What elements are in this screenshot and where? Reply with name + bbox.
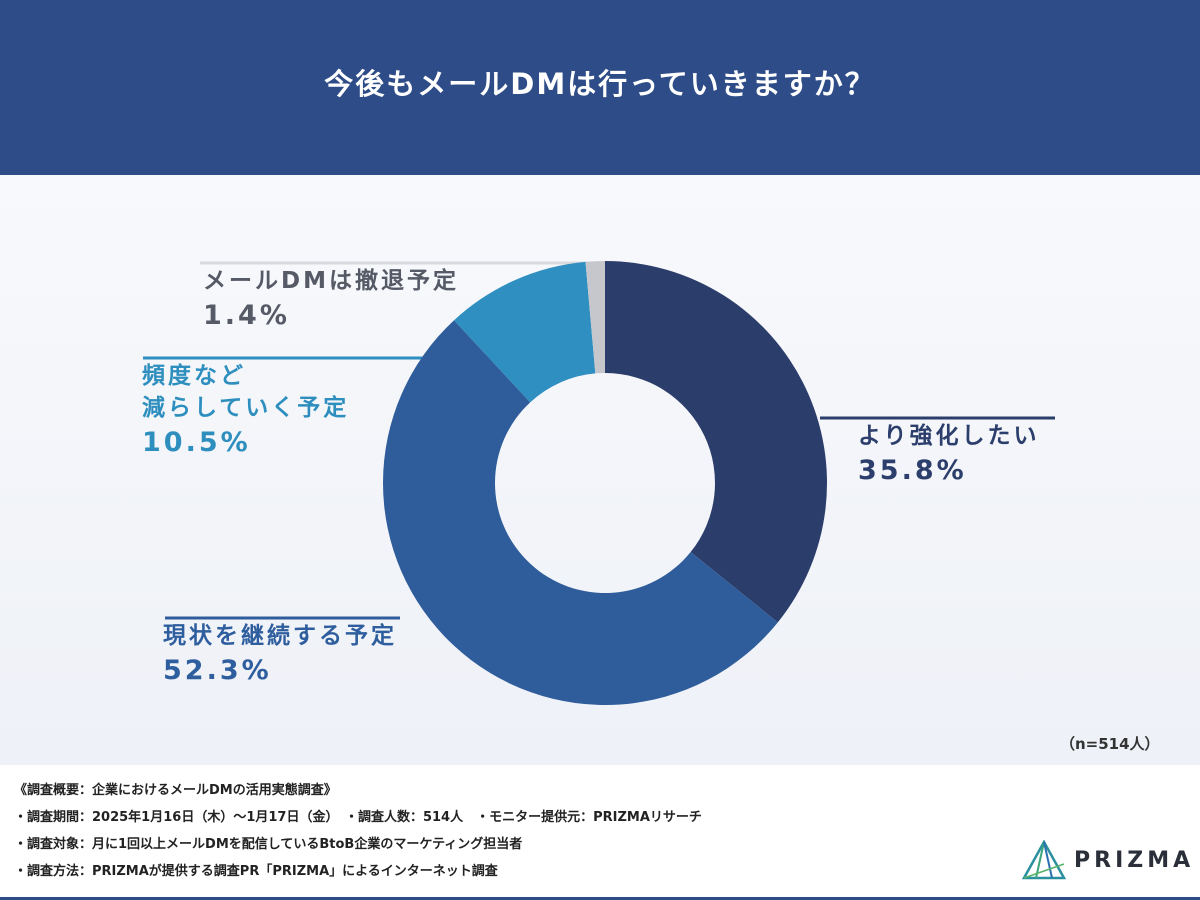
label-withdraw-name: メールDMは撤退予定 xyxy=(203,268,459,294)
label-reduce-name-line2: 減らしていく予定 xyxy=(142,395,350,422)
label-strengthen: より強化したい 35.8% xyxy=(858,420,1040,490)
label-continue-name: 現状を継続する予定 xyxy=(163,623,397,649)
logo-text: PRIZMA xyxy=(1074,847,1195,873)
footer-line-method: ・調査方法：PRIZMAが提供する調査PR「PRIZMA」によるインターネット調… xyxy=(14,864,498,879)
sample-size-note: （n=514人） xyxy=(1060,735,1160,753)
label-continue: 現状を継続する予定 52.3% xyxy=(163,620,397,690)
footer-line-target: ・調査対象：月に1回以上メールDMを配信しているBtoB企業のマーケティング担当… xyxy=(14,837,523,852)
slice-reduce xyxy=(454,261,596,403)
label-reduce-value: 10.5% xyxy=(142,427,251,459)
survey-footer: 《調査概要：企業におけるメールDMの活用実態調査》 ・調査期間：2025年1月1… xyxy=(0,765,1200,900)
header-bar: 今後もメールDMは行っていきますか？ xyxy=(0,0,1200,175)
slice-strengthen xyxy=(605,261,827,623)
slice-withdraw xyxy=(585,261,605,374)
slice-continue xyxy=(382,320,778,706)
page-title: 今後もメールDMは行っていきますか？ xyxy=(324,66,876,101)
label-strengthen-value: 35.8% xyxy=(858,455,967,487)
label-strengthen-name: より強化したい xyxy=(858,423,1040,449)
label-withdraw-value: 1.4% xyxy=(203,300,290,332)
label-reduce: 頻度など 減らしていく予定 10.5% xyxy=(142,360,349,462)
label-continue-value: 52.3% xyxy=(163,655,272,687)
prism-logo-icon xyxy=(1022,840,1066,880)
footer-line-overview: 《調査概要：企業におけるメールDMの活用実態調査》 xyxy=(14,783,337,798)
label-reduce-name-line1: 頻度など xyxy=(142,363,246,389)
label-withdraw: メールDMは撤退予定 1.4% xyxy=(203,265,459,335)
donut-chart xyxy=(143,261,1055,706)
prizma-logo: PRIZMA xyxy=(1022,840,1194,880)
footer-line-period: ・調査期間：2025年1月16日（木）〜1月17日（金） ・調査人数：514人 … xyxy=(14,810,702,825)
